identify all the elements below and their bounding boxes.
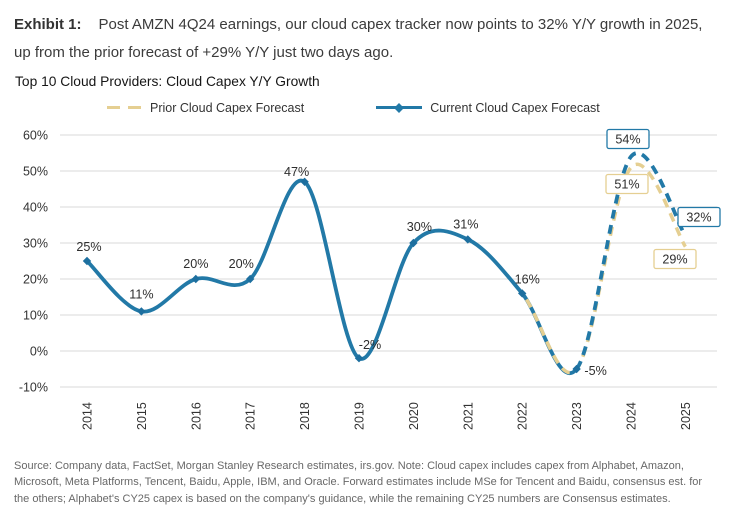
data-point-marker — [191, 274, 200, 283]
forecast-label-box — [605, 173, 649, 194]
x-tick-label: 2025 — [679, 402, 693, 430]
forecast-value-label: 51% — [614, 177, 639, 191]
data-point-marker — [463, 234, 472, 244]
y-tick-label: -10% — [19, 380, 48, 394]
point-value-label: 20% — [229, 257, 254, 271]
current-solid-line-swatch — [376, 102, 423, 113]
data-point-marker — [572, 364, 581, 373]
point-value-label: 47% — [284, 164, 309, 178]
diamond-marker-icon — [394, 102, 405, 113]
data-point-marker — [137, 306, 146, 316]
x-tick-label: 2021 — [461, 402, 475, 430]
x-tick-label: 2014 — [81, 402, 95, 430]
x-tick-label: 2023 — [570, 402, 584, 430]
legend-item-prior: Prior Cloud Capex Forecast — [107, 101, 304, 115]
forecast-value-label: 29% — [662, 252, 687, 266]
point-value-label: 25% — [76, 240, 101, 254]
point-value-label: 30% — [407, 220, 432, 234]
x-tick-label: 2017 — [244, 402, 258, 430]
point-value-label: 31% — [453, 217, 478, 231]
chart-title: Top 10 Cloud Providers: Cloud Capex Y/Y … — [15, 73, 320, 89]
point-value-label: 20% — [183, 257, 208, 271]
source-note: Source: Company data, FactSet, Morgan St… — [14, 459, 703, 506]
prior-dashed-line-swatch — [107, 106, 141, 109]
data-point-marker — [354, 353, 364, 362]
data-point-marker — [518, 288, 527, 298]
data-point-marker — [300, 177, 309, 186]
y-tick-label: 60% — [23, 128, 48, 142]
x-tick-label: 2020 — [407, 402, 421, 430]
forecast-value-label: 54% — [615, 132, 640, 146]
exhibit-label: Exhibit 1: — [14, 16, 82, 33]
forecast-label-box — [653, 248, 697, 269]
y-tick-label: 0% — [30, 344, 48, 358]
forecast-value-label: 32% — [686, 210, 711, 224]
legend-prior-label: Prior Cloud Capex Forecast — [150, 100, 305, 115]
prior-forecast-line-dashed — [520, 162, 687, 374]
y-tick-label: 50% — [23, 164, 48, 178]
chart-legend: Prior Cloud Capex Forecast Current Cloud… — [0, 98, 729, 118]
point-value-label: 16% — [515, 272, 540, 286]
y-tick-label: 30% — [23, 236, 48, 250]
point-value-label: -2% — [359, 338, 381, 352]
cloud-capex-line-chart: 60% 50% 40% 30% 20% 10% 0% -10% 2014 2015 2016 2017… — [19, 128, 721, 430]
legend-current-label: Current Cloud Capex Forecast — [430, 100, 600, 115]
y-tick-label: 40% — [23, 200, 48, 214]
point-value-label: -5% — [584, 364, 606, 378]
forecast-label-box — [606, 128, 650, 149]
exhibit-caption: Exhibit 1: Post AMZN 4Q24 earnings, our c… — [0, 0, 729, 67]
exhibit-text: Post AMZN 4Q24 earnings, our cloud capex… — [14, 16, 703, 61]
y-tick-label: 20% — [23, 272, 48, 286]
current-forecast-line-solid — [85, 178, 579, 375]
current-forecast-line-dashed — [575, 150, 688, 370]
forecast-label-box — [677, 206, 721, 227]
x-tick-label: 2015 — [135, 402, 149, 430]
x-tick-label: 2024 — [625, 402, 639, 430]
data-point-marker — [82, 256, 92, 265]
x-tick-label: 2022 — [516, 402, 530, 430]
x-tick-label: 2016 — [189, 402, 203, 430]
x-tick-label: 2019 — [353, 402, 367, 430]
x-tick-label: 2018 — [298, 402, 312, 430]
point-value-label: 11% — [129, 287, 153, 301]
legend-item-current: Current Cloud Capex Forecast — [376, 101, 600, 115]
data-point-marker — [246, 274, 255, 283]
y-tick-label: 10% — [23, 308, 48, 322]
